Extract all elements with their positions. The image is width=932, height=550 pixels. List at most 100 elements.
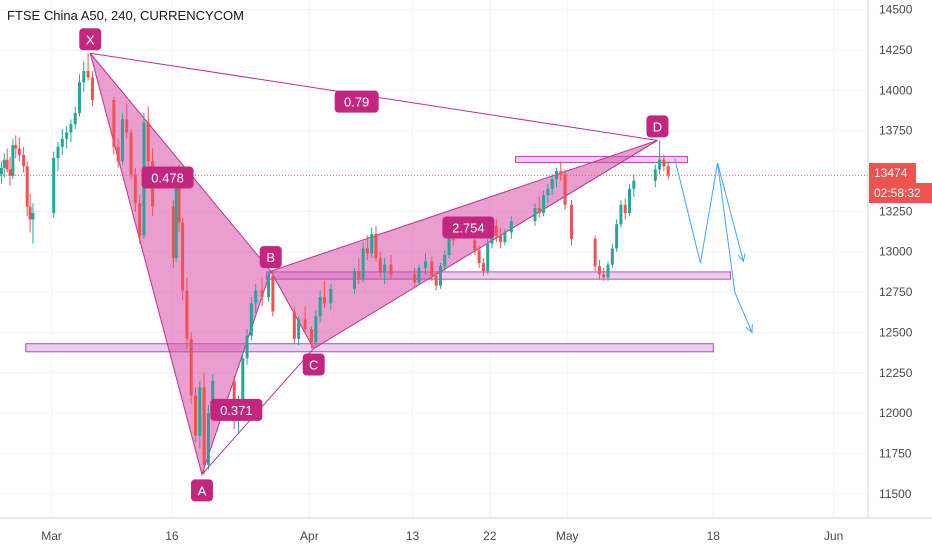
candle-body: [14, 145, 18, 149]
pattern-overlay[interactable]: X A B C D 0.79 0.478 2.754 0.371: [0, 28, 868, 502]
candle-body: [198, 387, 202, 436]
candle-body: [658, 159, 662, 170]
ratio-label[interactable]: 0.371: [210, 398, 263, 421]
candle-body: [271, 275, 275, 312]
price-tick-label: 11500: [879, 487, 912, 501]
candle-body: [17, 148, 21, 155]
candle-body: [361, 248, 365, 280]
candle-body: [56, 146, 60, 159]
candle-body: [206, 413, 210, 465]
projection-arrowhead: [745, 324, 753, 334]
projection-path[interactable]: [674, 158, 744, 264]
candle-body: [370, 233, 374, 254]
candle-body: [494, 225, 498, 236]
candle-body: [628, 188, 632, 214]
point-label-a-text: A: [198, 483, 207, 498]
candle-body: [559, 171, 563, 175]
candle-body: [181, 222, 185, 291]
ratio-label[interactable]: 0.478: [141, 166, 194, 189]
candle-body: [65, 132, 69, 139]
candle-body: [610, 248, 614, 265]
candle-body: [52, 158, 56, 214]
ratio-label-text: 0.478: [151, 171, 184, 186]
candle-body: [22, 154, 26, 167]
candle-body: [189, 338, 193, 396]
candle-body: [537, 208, 541, 214]
candle-body: [653, 169, 657, 181]
point-label-b-bg: [259, 246, 282, 269]
price-tick-label: 12500: [879, 325, 913, 339]
price-tick-label: 14250: [879, 43, 913, 57]
candle-body: [73, 112, 77, 125]
ratio-label-bg: [210, 398, 263, 421]
candle-body: [550, 179, 554, 189]
ratio-label[interactable]: 0.79: [334, 90, 379, 113]
time-tick-label: Jun: [824, 529, 843, 543]
pattern-triangle-bcd[interactable]: [269, 139, 658, 350]
time-tick-label: 22: [483, 529, 497, 543]
point-label-d[interactable]: D: [646, 115, 669, 138]
price-tick-label: 12000: [879, 406, 913, 420]
candle-body: [509, 221, 513, 233]
candle-body: [666, 166, 670, 176]
candle-body: [60, 138, 64, 147]
ratio-label-text: 2.754: [452, 221, 485, 236]
price-tick-label: 13750: [879, 124, 913, 138]
candle-body: [146, 122, 150, 162]
pattern-triangle-xab[interactable]: [89, 52, 272, 477]
candle-body: [2, 159, 6, 168]
candle-body: [185, 290, 189, 339]
candle-body: [267, 275, 271, 297]
time-tick-label: 13: [406, 529, 420, 543]
ratio-label-bg: [334, 90, 379, 113]
projection-path[interactable]: [717, 162, 753, 333]
candle-body: [619, 204, 623, 225]
candle-body: [662, 159, 666, 167]
candle-body: [632, 180, 636, 189]
price-tick-label: 13000: [879, 245, 913, 259]
candle-body: [389, 264, 393, 275]
candle-body: [241, 358, 245, 401]
candle-body: [211, 380, 215, 414]
candle-body: [593, 238, 597, 267]
countdown-label: 02:58:32: [869, 183, 932, 203]
zone-rectangle[interactable]: [25, 343, 714, 353]
time-axis[interactable]: Mar 16 Apr 13 22 May 18 Jun: [41, 529, 843, 543]
projection-arrows[interactable]: [674, 158, 753, 334]
candle-body: [554, 171, 558, 180]
price-tick-label: 12250: [879, 366, 913, 380]
price-tick-label: 14000: [879, 83, 913, 97]
candle-body: [329, 288, 333, 304]
candle-body: [112, 100, 116, 147]
point-label-b[interactable]: B: [259, 246, 282, 269]
candle-body: [357, 271, 361, 280]
candle-body: [563, 174, 567, 205]
harmonic-pattern[interactable]: [89, 52, 658, 477]
candle-body: [303, 319, 307, 330]
price-tick-label: 12750: [879, 285, 913, 299]
candle-body: [438, 266, 442, 286]
price-tick-label: 14500: [879, 3, 913, 17]
candle-body: [82, 71, 86, 83]
candle-body: [245, 335, 249, 359]
ratio-label[interactable]: 2.754: [442, 216, 495, 239]
point-label-c-bg: [302, 353, 325, 376]
point-label-c[interactable]: C: [302, 353, 325, 376]
candle-body: [138, 203, 142, 236]
point-label-a-bg: [190, 479, 213, 502]
candle-body: [417, 267, 421, 283]
time-tick-label: May: [556, 529, 579, 543]
point-label-a[interactable]: A: [190, 479, 213, 502]
candle-body: [116, 146, 120, 162]
candle-body: [570, 204, 574, 239]
price-tick-label: 11750: [879, 446, 912, 460]
candle-body: [177, 177, 181, 223]
candle-body: [606, 264, 610, 278]
candle-body: [133, 174, 137, 204]
candle-body: [314, 316, 318, 343]
candle-body: [5, 159, 9, 170]
point-label-b-text: B: [266, 250, 275, 265]
point-label-x[interactable]: X: [79, 28, 102, 51]
ratio-label-text: 0.79: [344, 95, 369, 110]
